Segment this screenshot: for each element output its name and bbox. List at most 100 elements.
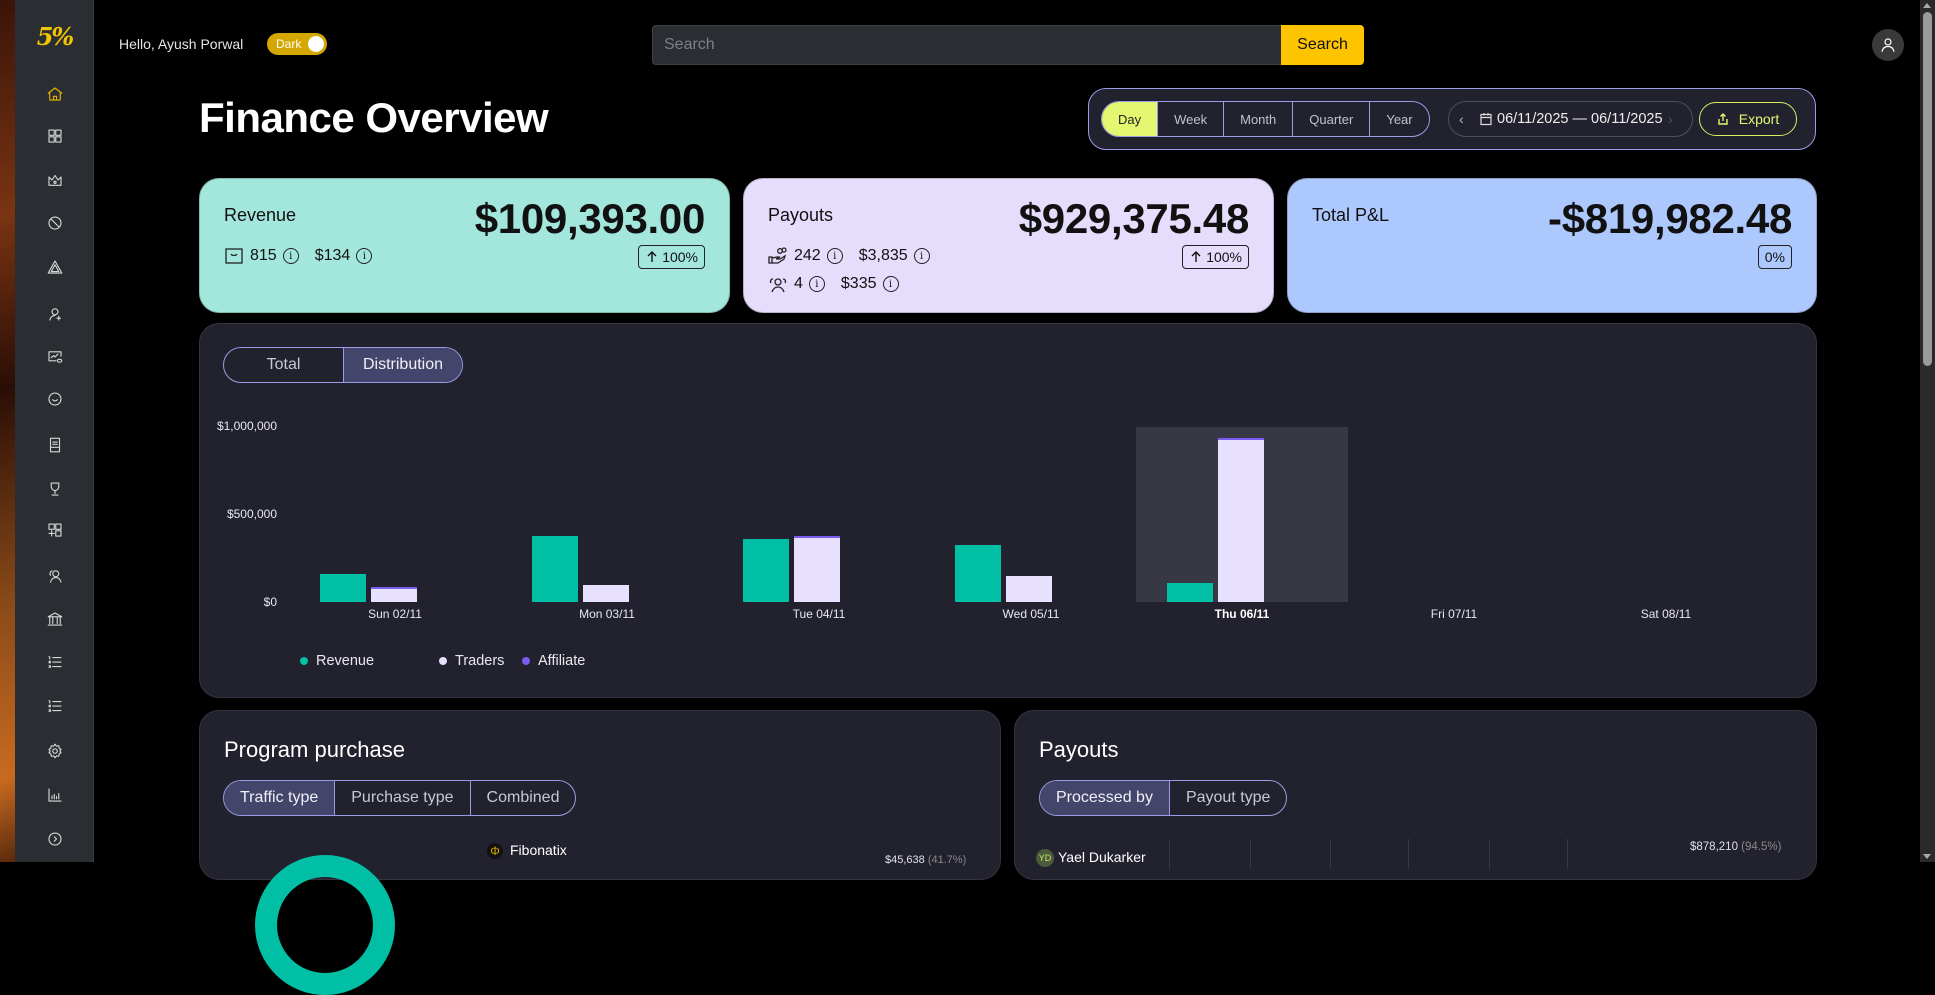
x-axis-tick-selected: Thu 06/11 bbox=[1214, 607, 1270, 621]
sidebar-item-list-2[interactable] bbox=[15, 691, 94, 721]
page-scrollbar[interactable] bbox=[1920, 0, 1935, 862]
y-axis-tick: $0 bbox=[263, 595, 277, 609]
program-purchase-tabs: Traffic type Purchase type Combined bbox=[223, 780, 577, 816]
pnl-label: Total P&L bbox=[1312, 205, 1390, 225]
period-quarter-button[interactable]: Quarter bbox=[1293, 102, 1371, 136]
sidebar-item-settings[interactable] bbox=[15, 736, 94, 766]
affiliate-bar[interactable] bbox=[1217, 438, 1264, 441]
grid-line bbox=[1408, 839, 1409, 869]
period-day-button[interactable]: Day bbox=[1102, 102, 1159, 136]
share-upload-icon bbox=[1718, 113, 1728, 125]
tab-total[interactable]: Total bbox=[224, 348, 344, 382]
sidebar-item-home[interactable] bbox=[15, 79, 94, 109]
sidebar-item-finance[interactable] bbox=[15, 604, 94, 634]
payouts-affiliates-avg: $335 bbox=[840, 275, 877, 292]
export-label: Export bbox=[1738, 111, 1780, 127]
export-button[interactable]: Export bbox=[1699, 102, 1797, 136]
tab-distribution[interactable]: Distribution bbox=[344, 348, 462, 382]
scroll-up-arrow-icon[interactable] bbox=[1923, 3, 1931, 8]
payouts-affiliates-stats: 4 i $335 i bbox=[768, 275, 909, 293]
bank-icon bbox=[47, 612, 62, 626]
y-axis-tick: $500,000 bbox=[226, 507, 277, 521]
processor-name: Yael Dukarker bbox=[1058, 849, 1146, 865]
revenue-bar[interactable] bbox=[1166, 582, 1213, 602]
sidebar-item-list-1[interactable] bbox=[15, 647, 94, 677]
sidebar-item-programs[interactable] bbox=[15, 165, 94, 195]
tab-combined[interactable]: Combined bbox=[471, 781, 576, 815]
grid-line bbox=[1169, 839, 1170, 869]
pnl-card: Total P&L -$819,982.48 0% bbox=[1287, 178, 1817, 313]
sidebar-item-add-user[interactable] bbox=[15, 299, 94, 329]
app-logo[interactable]: 5% bbox=[36, 22, 75, 51]
chevron-right-icon[interactable]: › bbox=[1668, 111, 1673, 127]
sidebar-item-addons[interactable] bbox=[15, 515, 94, 545]
revenue-bar[interactable] bbox=[531, 536, 578, 602]
sidebar-item-risk[interactable] bbox=[15, 252, 94, 282]
traders-bar[interactable] bbox=[794, 537, 841, 602]
sidebar-expand-button[interactable] bbox=[15, 824, 94, 854]
info-icon[interactable]: i bbox=[356, 248, 373, 264]
revenue-order-count: 815 bbox=[250, 247, 277, 264]
x-axis-tick: Tue 04/11 bbox=[792, 607, 846, 621]
period-year-button[interactable]: Year bbox=[1370, 102, 1428, 136]
sidebar-item-blocked[interactable] bbox=[15, 208, 94, 238]
period-month-button[interactable]: Month bbox=[1224, 102, 1294, 136]
affiliate-bar[interactable] bbox=[371, 586, 417, 589]
payouts-label: Payouts bbox=[768, 205, 834, 225]
chevron-left-icon[interactable]: ‹ bbox=[1459, 111, 1464, 127]
legend-dot bbox=[300, 657, 308, 665]
date-range-text: 06/11/2025 — 06/11/2025 bbox=[1497, 111, 1663, 127]
period-week-button[interactable]: Week bbox=[1158, 102, 1225, 136]
sidebar-item-users[interactable] bbox=[15, 561, 94, 591]
traders-bar[interactable] bbox=[371, 588, 417, 602]
ban-icon bbox=[47, 216, 62, 230]
sidebar-item-monitoring[interactable] bbox=[15, 342, 94, 372]
revenue-bar[interactable] bbox=[743, 539, 790, 602]
traders-bar[interactable] bbox=[1006, 575, 1053, 602]
scrollbar-thumb[interactable] bbox=[1923, 12, 1932, 366]
fibonatix-logo-icon: Φ bbox=[487, 843, 503, 859]
info-icon[interactable]: i bbox=[882, 276, 899, 292]
info-icon[interactable]: i bbox=[826, 248, 843, 264]
users-icon bbox=[48, 570, 62, 583]
grid-plus-icon bbox=[47, 523, 62, 537]
sidebar-item-dashboard[interactable] bbox=[15, 121, 94, 151]
sidebar-item-feedback[interactable] bbox=[15, 384, 94, 414]
distribution-chart-panel bbox=[199, 323, 1817, 698]
traders-bar[interactable] bbox=[582, 585, 629, 602]
revenue-bar[interactable] bbox=[320, 574, 366, 602]
tab-payout-type[interactable]: Payout type bbox=[1170, 781, 1286, 815]
legend-dot bbox=[522, 657, 530, 665]
grid-line bbox=[1330, 839, 1331, 869]
payouts-value: $929,375.48 bbox=[1018, 195, 1250, 242]
desktop-background bbox=[0, 0, 15, 862]
legend-dot bbox=[439, 657, 447, 665]
date-range-picker[interactable]: ‹ 06/11/2025 — 06/11/2025 › bbox=[1448, 101, 1693, 137]
period-selector: Day Week Month Quarter Year bbox=[1101, 101, 1430, 137]
tab-traffic-type[interactable]: Traffic type bbox=[224, 781, 336, 815]
payouts-traders-count: 242 bbox=[794, 247, 821, 264]
main-content: Hello, Ayush Porwal Dark Search Finance … bbox=[95, 0, 1920, 995]
x-axis-tick: Fri 07/11 bbox=[1430, 607, 1478, 621]
info-icon[interactable]: i bbox=[913, 248, 930, 264]
affiliate-bar[interactable] bbox=[794, 535, 841, 538]
info-icon[interactable]: i bbox=[808, 276, 825, 292]
warning-triangle-icon bbox=[47, 260, 62, 274]
traders-bar[interactable] bbox=[1217, 440, 1264, 602]
info-icon[interactable]: i bbox=[282, 248, 299, 264]
tab-processed-by[interactable]: Processed by bbox=[1040, 781, 1170, 815]
sidebar-item-invoices[interactable] bbox=[15, 430, 94, 460]
theme-toggle[interactable]: Dark bbox=[267, 33, 327, 55]
search-button[interactable]: Search bbox=[1281, 25, 1364, 65]
date-controls: Day Week Month Quarter Year ‹ 06/11/2025… bbox=[1088, 88, 1816, 150]
search-input[interactable] bbox=[652, 25, 1281, 65]
revenue-bar[interactable] bbox=[955, 544, 1002, 602]
legend-item-affiliate[interactable]: Affiliate bbox=[522, 653, 585, 669]
scroll-down-arrow-icon[interactable] bbox=[1923, 854, 1931, 859]
legend-item-revenue[interactable]: Revenue bbox=[300, 653, 374, 669]
sidebar-item-competitions[interactable] bbox=[15, 474, 94, 504]
sidebar-item-reports[interactable] bbox=[15, 780, 94, 810]
legend-item-traders[interactable]: Traders bbox=[439, 653, 504, 669]
tab-purchase-type[interactable]: Purchase type bbox=[335, 781, 471, 815]
user-avatar-button[interactable] bbox=[1872, 29, 1904, 61]
